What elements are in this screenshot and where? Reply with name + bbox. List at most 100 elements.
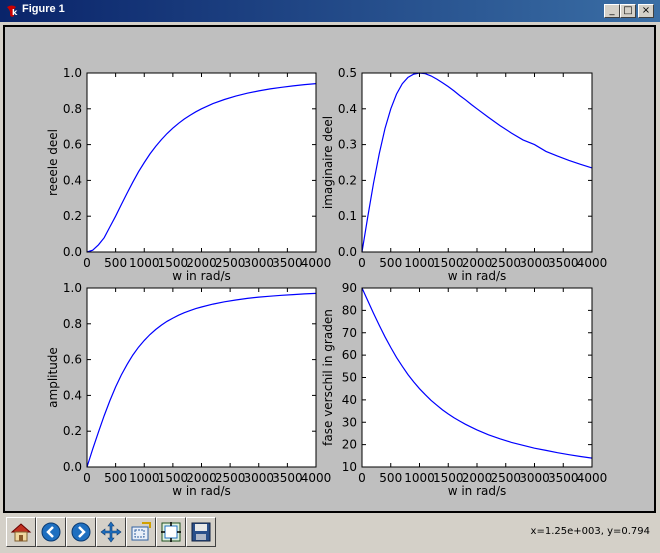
y-tick-label: 70 [342, 326, 357, 340]
x-tick-label: 3500 [548, 256, 579, 270]
maximize-button[interactable]: □ [620, 4, 636, 18]
x-tick-label: 3500 [272, 256, 303, 270]
x-tick-label: 500 [104, 256, 127, 270]
y-tick-label: 40 [342, 393, 357, 407]
y-tick-label: 90 [342, 281, 357, 295]
x-tick-label: 1000 [129, 256, 160, 270]
pan-button[interactable] [96, 517, 126, 547]
x-tick-label: 500 [379, 256, 402, 270]
x-tick-label: 0 [83, 471, 91, 485]
data-line [86, 292, 317, 468]
data-line [86, 83, 317, 253]
y-tick-label: 0.4 [63, 173, 82, 187]
tk-logo-icon: k [7, 5, 18, 17]
y-tick-label: 0.6 [63, 353, 82, 367]
left-arrow-icon [41, 522, 61, 542]
cursor-coordinates: x=1.25e+003, y=0.794 [530, 526, 650, 537]
x-tick-label: 3500 [548, 471, 579, 485]
x-tick-label: 0 [358, 256, 366, 270]
axes-background [362, 288, 592, 467]
x-axis-label: w in rad/s [172, 269, 231, 283]
zoom-rect-icon [131, 522, 151, 541]
floppy-disk-icon [191, 522, 211, 542]
y-axis-label: imaginaire deel [321, 116, 335, 209]
y-tick-label: 0.0 [63, 245, 82, 259]
x-tick-label: 2000 [186, 256, 217, 270]
x-tick-label: 1500 [158, 471, 189, 485]
x-tick-label: 4000 [577, 471, 608, 485]
y-axis-label: fase verschil in graden [321, 309, 335, 446]
y-tick-label: 0.2 [63, 424, 82, 438]
close-button[interactable]: × [638, 4, 654, 18]
x-tick-label: 4000 [301, 256, 332, 270]
x-tick-label: 3500 [272, 471, 303, 485]
x-tick-label: 0 [358, 471, 366, 485]
figure-canvas[interactable]: 0 500 1000 1500 2000 2500 3000 3500 4000 0.0 0.2 0.… [3, 25, 656, 513]
x-tick-label: 2000 [462, 256, 493, 270]
x-axis-label: w in rad/s [172, 484, 231, 498]
y-tick-label: 0.4 [63, 388, 82, 402]
minimize-button[interactable]: _ [604, 4, 620, 18]
home-icon [10, 523, 32, 542]
x-axis-label: w in rad/s [448, 269, 507, 283]
x-tick-label: 2500 [490, 256, 521, 270]
y-tick-label: 0.6 [63, 138, 82, 152]
x-tick-label: 500 [104, 471, 127, 485]
x-tick-label: 500 [379, 471, 402, 485]
y-tick-label: 0.0 [63, 460, 82, 474]
y-tick-label: 10 [342, 460, 357, 474]
x-tick-label: 4000 [577, 256, 608, 270]
y-tick-label: 50 [342, 371, 357, 385]
title-bar: k Figure 1 _ □ × [0, 0, 660, 22]
forward-button[interactable] [66, 517, 96, 547]
subplots-config-icon [161, 522, 181, 542]
y-tick-label: 0.4 [338, 102, 357, 116]
y-tick-label: 30 [342, 415, 357, 429]
window-title: Figure 1 [22, 3, 65, 15]
save-button[interactable] [186, 517, 216, 547]
back-button[interactable] [36, 517, 66, 547]
figure-svg: 0 500 10001500200025003000350040000.00.20.… [46, 66, 607, 498]
x-tick-label: 1000 [129, 471, 160, 485]
home-button[interactable] [6, 517, 36, 547]
y-tick-label: 0.5 [338, 66, 357, 80]
y-tick-label: 20 [342, 438, 357, 452]
x-tick-label: 3000 [243, 471, 274, 485]
x-tick-label: 3000 [519, 256, 550, 270]
x-tick-label: 2000 [186, 471, 217, 485]
x-tick-label: 1500 [433, 256, 464, 270]
x-tick-label: 1000 [404, 471, 435, 485]
x-tick-label: 2000 [462, 471, 493, 485]
svg-text:k: k [12, 8, 18, 17]
zoom-button[interactable] [126, 517, 156, 547]
data-line [361, 287, 593, 459]
y-tick-label: 1.0 [63, 66, 82, 80]
x-tick-label: 1500 [433, 471, 464, 485]
x-tick-label: 2500 [215, 471, 246, 485]
y-tick-label: 0.2 [338, 173, 357, 187]
move-arrows-icon [100, 521, 122, 543]
y-tick-label: 0.2 [63, 209, 82, 223]
axes-background [87, 288, 316, 467]
subplots-button[interactable] [156, 517, 186, 547]
right-arrow-icon [71, 522, 91, 542]
y-tick-label: 60 [342, 348, 357, 362]
data-line [361, 72, 593, 253]
y-tick-label: 1.0 [63, 281, 82, 295]
navigation-toolbar: x=1.25e+003, y=0.794 [0, 515, 660, 553]
x-tick-label: 3000 [243, 256, 274, 270]
axes-background [362, 73, 592, 252]
x-tick-label: 2500 [490, 471, 521, 485]
y-tick-label: 0.3 [338, 138, 357, 152]
y-axis-label: amplitude [46, 347, 60, 408]
y-tick-label: 0.8 [63, 102, 82, 116]
axes-background [87, 73, 316, 252]
y-tick-label: 80 [342, 303, 357, 317]
y-tick-label: 0.8 [63, 317, 82, 331]
x-tick-label: 2500 [215, 256, 246, 270]
x-tick-label: 1500 [158, 256, 189, 270]
